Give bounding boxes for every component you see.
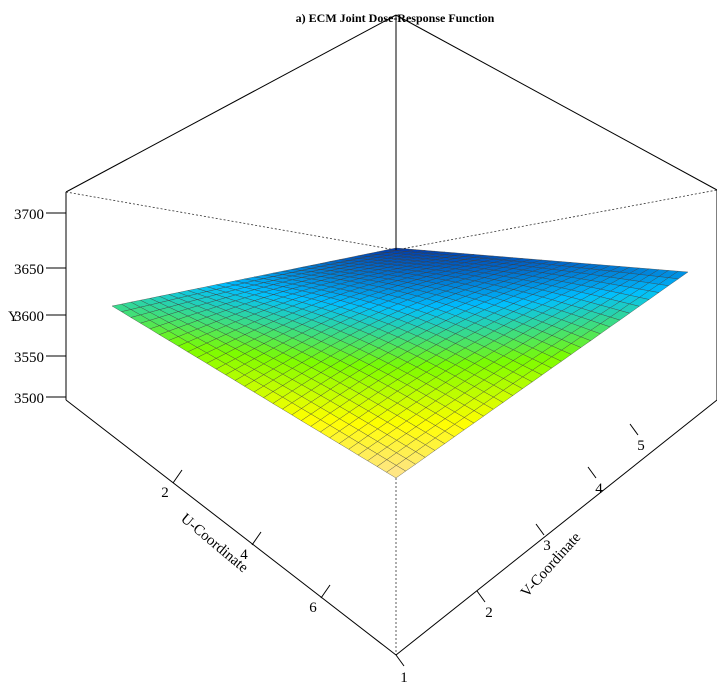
back-edge-right [395, 189, 717, 251]
box-visible-edges [65, 14, 717, 656]
z-tick-label-3550: 3550 [14, 350, 44, 366]
bottom-edge-v [395, 399, 717, 656]
bottom-edge-u [65, 399, 397, 656]
u-tick-2 [172, 469, 183, 484]
u-tick-label-4: 4 [240, 547, 248, 563]
v-tick-3 [535, 523, 545, 536]
u-tick-4 [251, 531, 262, 546]
v-tick-5 [629, 423, 639, 436]
top-edge-left [65, 14, 397, 193]
v-tick-1 [395, 654, 405, 667]
u-tick-label-6: 6 [309, 600, 317, 616]
z-axis: 3500 3550 3600 3650 3700 Y [8, 207, 66, 407]
v-tick-label-2: 2 [485, 605, 493, 621]
v-tick-label-1: 1 [400, 670, 408, 685]
z-tick-label-3650: 3650 [14, 262, 44, 278]
u-axis: 2 4 6 U-Coordinate [161, 469, 331, 616]
u-axis-title: U-Coordinate [177, 511, 251, 576]
v-tick-2 [476, 590, 486, 603]
v-tick-label-3: 3 [543, 538, 551, 554]
u-tick-6 [320, 584, 331, 599]
back-edge-left [65, 191, 397, 251]
chart-title: a) ECM Joint Dose-Response Function [296, 11, 495, 25]
v-axis-title: V-Coordinate [518, 529, 584, 600]
v-tick-label-4: 4 [595, 481, 603, 497]
z-tick-label-3700: 3700 [14, 207, 44, 223]
z-axis-title: Y [8, 309, 19, 325]
v-axis: 1 2 3 4 5 V-Coordinate [395, 423, 645, 685]
z-tick-label-3600: 3600 [14, 309, 44, 325]
v-tick-4 [587, 466, 597, 479]
top-edge-right [395, 14, 717, 191]
u-tick-label-2: 2 [161, 485, 169, 501]
surface-facet [386, 465, 407, 479]
response-surface [111, 247, 689, 479]
v-tick-label-5: 5 [637, 438, 645, 454]
z-tick-label-3500: 3500 [14, 391, 44, 407]
